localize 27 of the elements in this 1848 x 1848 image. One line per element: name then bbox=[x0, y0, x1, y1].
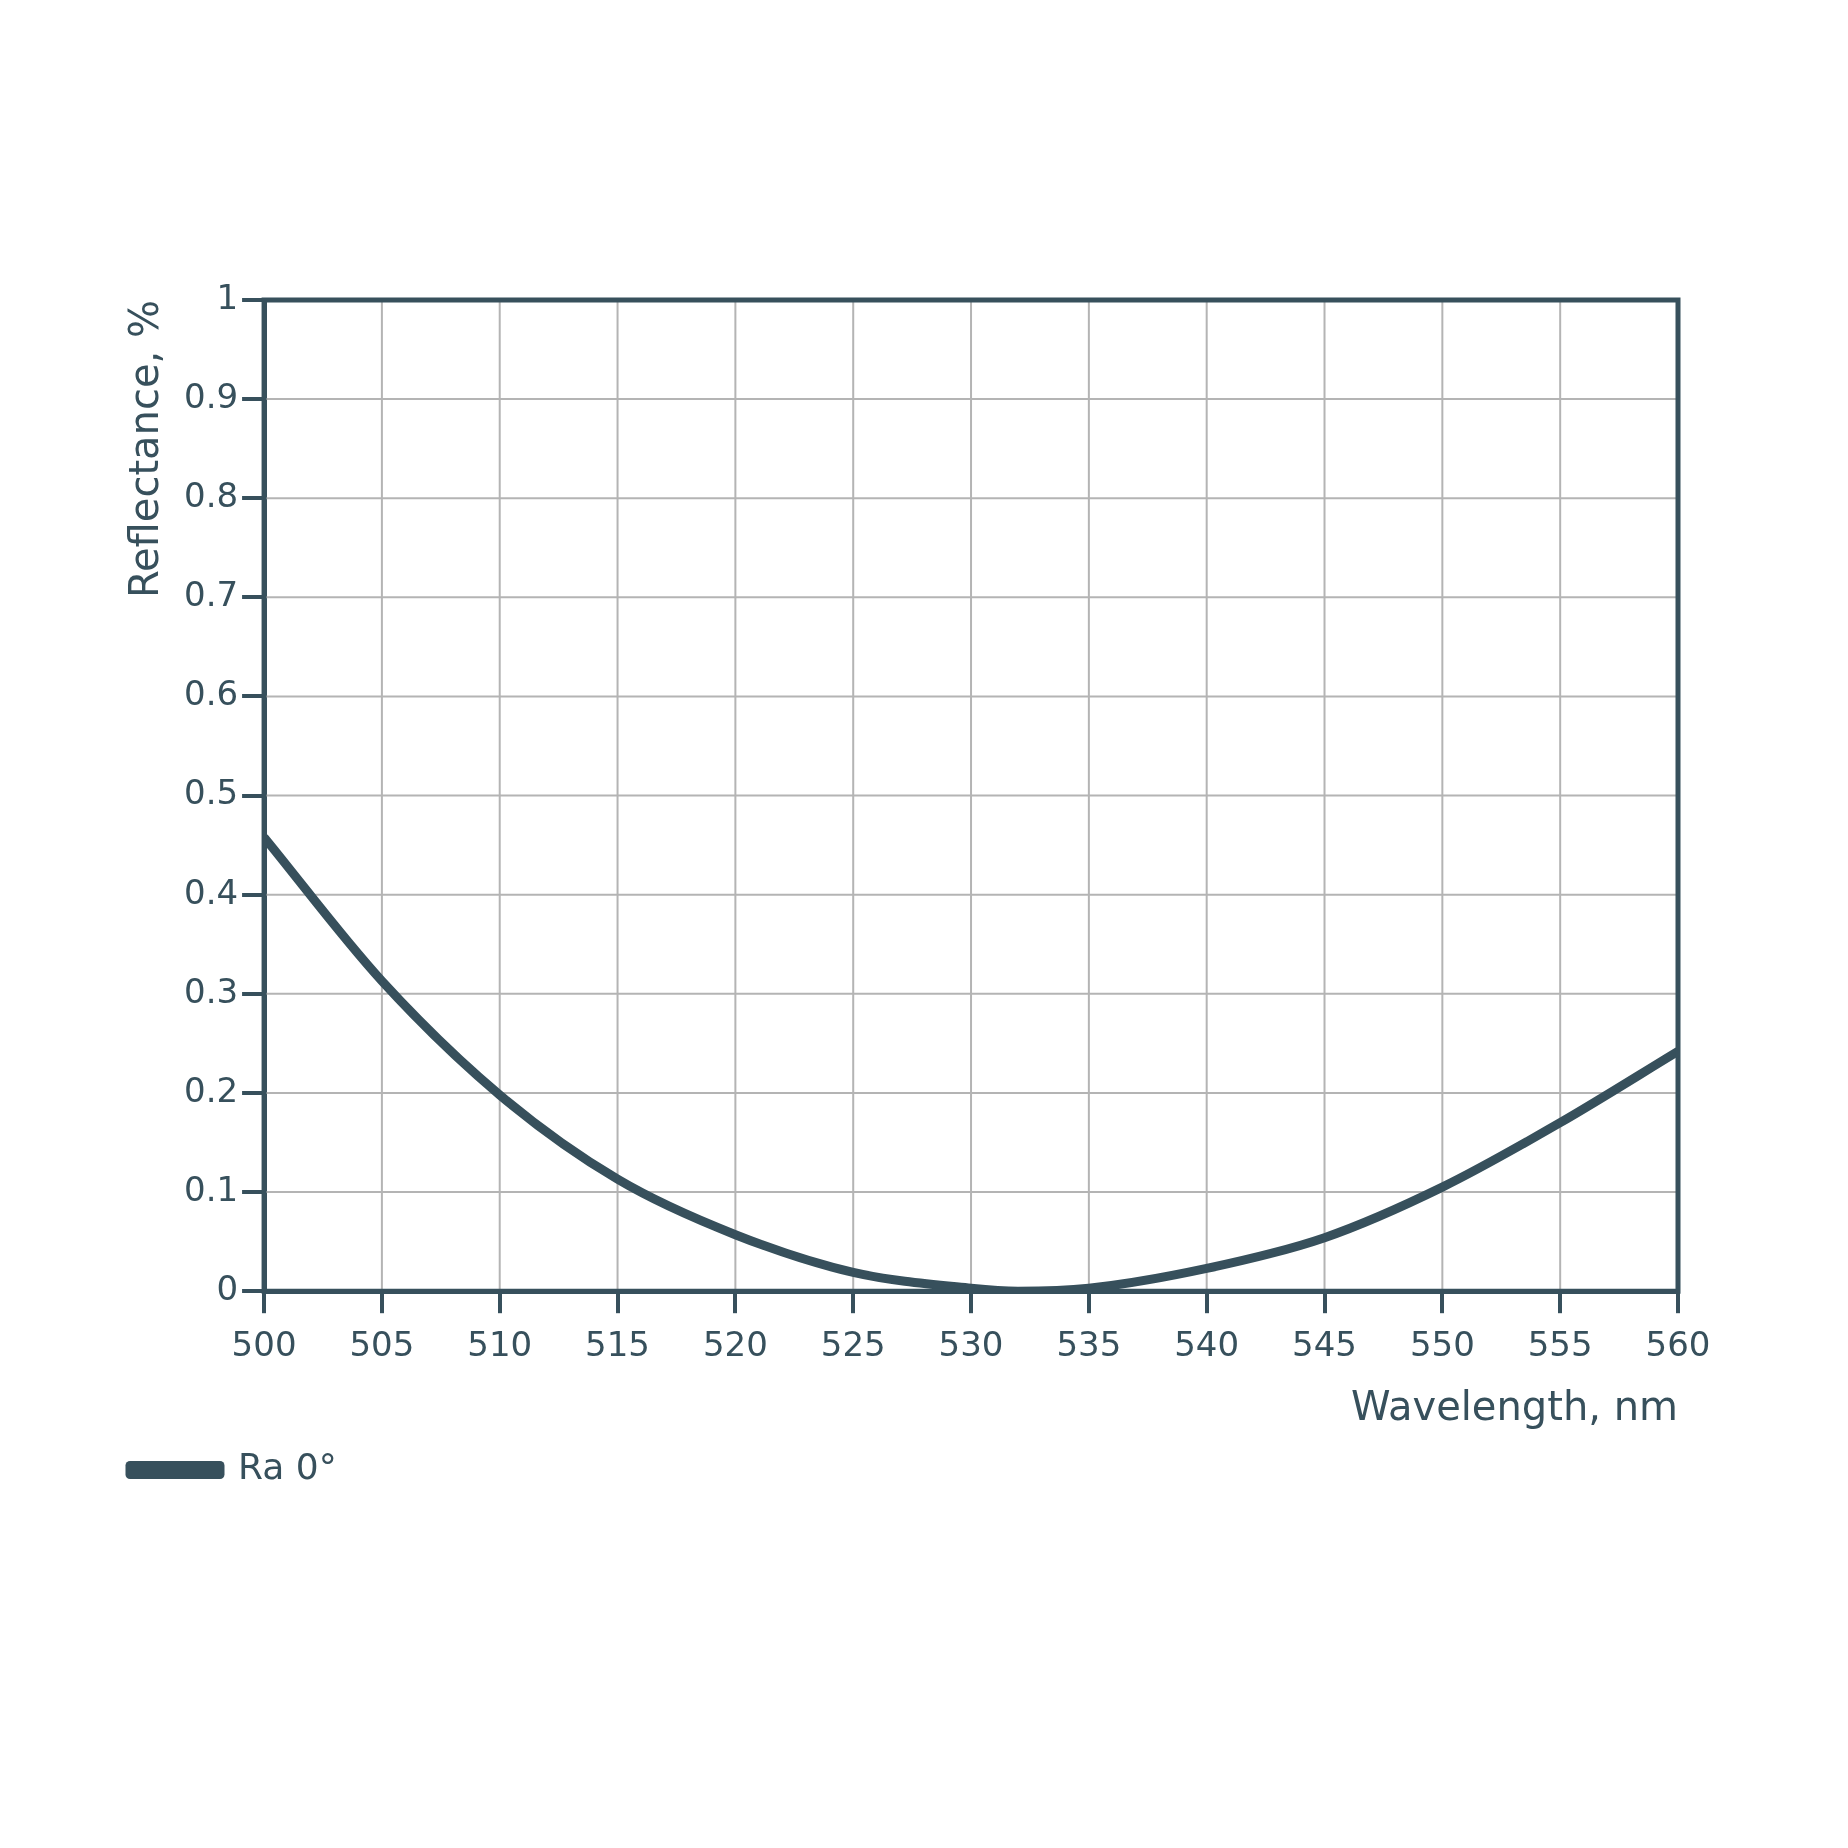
y-tick-label: 0.5 bbox=[183, 772, 239, 813]
x-tick-label: 545 bbox=[1292, 1324, 1357, 1365]
y-tick-label: 0 bbox=[216, 1268, 239, 1309]
x-tick-label: 550 bbox=[1409, 1324, 1475, 1365]
y-tick-label: 1 bbox=[216, 276, 239, 317]
y-tick-label: 0.8 bbox=[183, 475, 239, 516]
x-tick-label: 525 bbox=[820, 1324, 886, 1365]
x-tick-label: 530 bbox=[938, 1324, 1004, 1365]
x-tick-label: 515 bbox=[585, 1324, 651, 1365]
x-tick-label: 510 bbox=[467, 1324, 533, 1365]
x-tick-label: 520 bbox=[702, 1324, 768, 1365]
y-tick-label: 0.7 bbox=[183, 574, 239, 615]
y-tick-label: 0.3 bbox=[183, 970, 239, 1011]
x-tick-label: 505 bbox=[349, 1324, 415, 1365]
y-tick-label: 0.6 bbox=[183, 673, 239, 714]
y-tick-label: 0.4 bbox=[183, 871, 239, 912]
y-tick-label: 0.1 bbox=[183, 1168, 239, 1209]
x-tick-label: 560 bbox=[1645, 1324, 1711, 1365]
x-tick-label: 535 bbox=[1056, 1324, 1122, 1365]
y-axis-title: Reflectance, % bbox=[121, 300, 168, 598]
y-tick-label: 0.9 bbox=[183, 375, 239, 416]
y-tick-label: 0.2 bbox=[183, 1069, 239, 1110]
x-tick-label: 540 bbox=[1174, 1324, 1240, 1365]
x-tick-label: 500 bbox=[231, 1324, 297, 1365]
x-tick-label: 555 bbox=[1527, 1324, 1593, 1365]
x-axis-title: Wavelength, nm bbox=[1350, 1383, 1678, 1430]
legend-label: Ra 0° bbox=[238, 1446, 337, 1488]
